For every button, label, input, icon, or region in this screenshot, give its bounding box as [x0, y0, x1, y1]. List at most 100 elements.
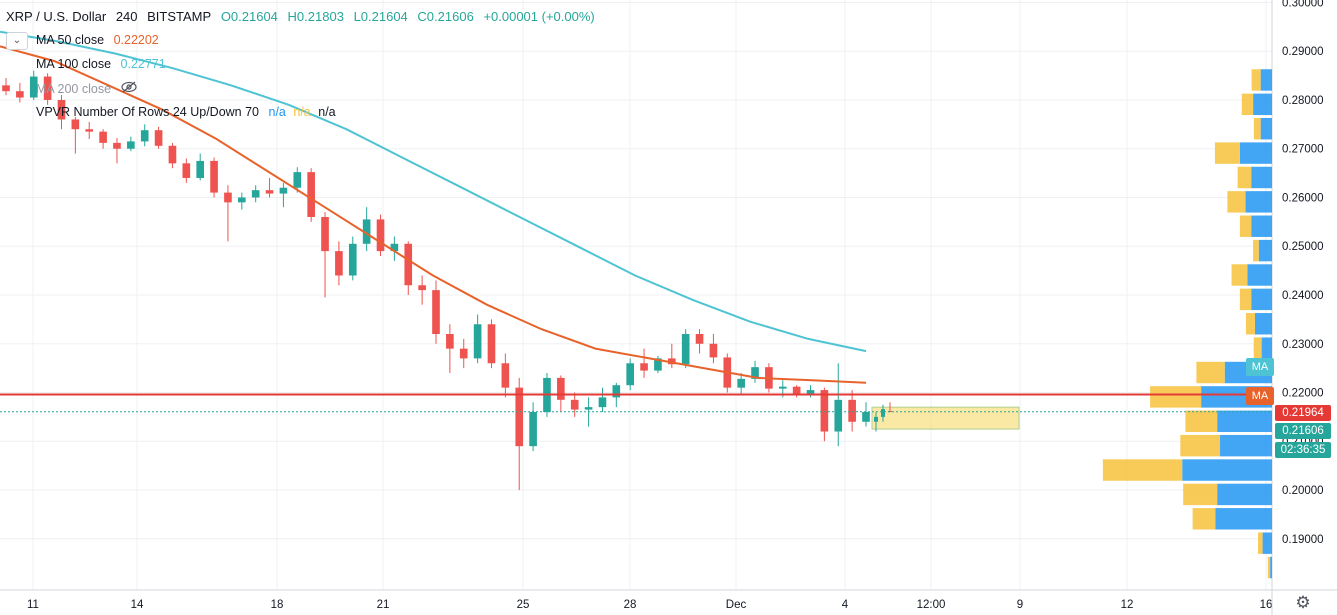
- indicator-ma200[interactable]: MA 200 close: [36, 81, 137, 96]
- volume-profile-down-bar: [1239, 142, 1272, 164]
- target-zone-box: [871, 406, 1020, 430]
- candle-body: [293, 172, 302, 188]
- volume-profile-up-bar: [1253, 118, 1261, 140]
- candle-body: [529, 412, 537, 447]
- volume-profile-up-bar: [1267, 556, 1271, 579]
- y-tick-label: 0.24000: [1282, 290, 1324, 302]
- candle-body: [390, 243, 399, 252]
- x-tick-label: 4: [842, 599, 849, 611]
- volume-profile-up-bar: [1214, 142, 1240, 164]
- ma100-axis-tag: MA: [1246, 358, 1274, 376]
- candle-body: [501, 363, 510, 388]
- volume-profile-up-bar: [1196, 361, 1225, 384]
- candle-body: [224, 192, 232, 203]
- candle-body: [29, 76, 38, 98]
- volume-profile-down-bar: [1262, 532, 1272, 554]
- low-value: L0.21604: [353, 9, 408, 24]
- close-value: C0.21606: [417, 9, 474, 24]
- candle-body: [335, 251, 343, 276]
- volume-profile-up-bar: [1102, 459, 1183, 481]
- indicator-ma100[interactable]: MA 100 close 0.22771: [36, 57, 166, 71]
- candle-body: [557, 377, 565, 400]
- y-tick-label: 0.27000: [1282, 144, 1324, 156]
- x-tick-label: Dec: [726, 599, 747, 611]
- candle-body: [570, 399, 579, 410]
- candle-body: [874, 416, 878, 422]
- candle-body: [862, 412, 870, 422]
- candle-body: [681, 334, 690, 365]
- volume-profile-up-bar: [1237, 166, 1252, 189]
- y-tick-label: 0.23000: [1282, 339, 1324, 351]
- vpvr-up-value: n/a: [268, 105, 286, 119]
- candle-body: [737, 378, 745, 388]
- candle-body: [473, 324, 482, 359]
- resistance-price-label: 0.21964: [1275, 405, 1331, 421]
- volume-profile-up-bar: [1231, 264, 1248, 286]
- candle-body: [834, 399, 843, 432]
- y-tick-label: 0.28000: [1282, 95, 1324, 107]
- volume-profile-up-bar: [1251, 69, 1261, 91]
- candle-body: [446, 334, 454, 349]
- candle-body: [432, 290, 440, 335]
- symbol-name[interactable]: XRP / U.S. Dollar: [6, 9, 107, 24]
- x-tick-label: 25: [517, 599, 530, 611]
- volume-profile-up-bar: [1150, 386, 1202, 408]
- volume-profile-up-bar: [1227, 191, 1246, 213]
- y-tick-label: 0.20000: [1282, 485, 1324, 497]
- candle-body: [182, 163, 191, 178]
- candle-body: [348, 243, 357, 276]
- ma50-value: 0.22202: [113, 33, 159, 47]
- candle-body: [598, 397, 607, 408]
- volume-profile-down-bar: [1260, 118, 1272, 140]
- eye-off-icon[interactable]: [120, 81, 137, 96]
- candle-body: [709, 343, 718, 358]
- candle-body: [71, 119, 80, 130]
- volume-profile-down-bar: [1251, 288, 1272, 311]
- volume-profile-up-bar: [1185, 410, 1218, 432]
- candle-body: [251, 190, 260, 198]
- volume-profile-down-bar: [1217, 483, 1272, 506]
- candle-body: [210, 160, 218, 193]
- volume-profile-up-bar: [1245, 313, 1255, 335]
- y-tick-label: 0.26000: [1282, 192, 1324, 204]
- y-tick-label: 0.30000: [1282, 0, 1324, 9]
- volume-profile-up-bar: [1180, 434, 1221, 457]
- volume-profile-down-bar: [1220, 434, 1272, 457]
- candle-body: [640, 363, 648, 371]
- interval[interactable]: 240: [115, 9, 138, 24]
- settings-gear-icon[interactable]: ⚙: [1295, 593, 1311, 612]
- volume-profile-down-bar: [1215, 508, 1272, 530]
- indicator-ma50[interactable]: MA 50 close 0.22202: [36, 33, 159, 47]
- candle-body: [362, 219, 371, 244]
- volume-profile-down-bar: [1254, 313, 1272, 335]
- candle-body: [85, 129, 94, 132]
- ma50-line: [0, 45, 867, 384]
- chart-header: XRP / U.S. Dollar 240 BITSTAMP O0.21604 …: [6, 9, 601, 24]
- candle-body: [279, 187, 288, 194]
- candle-body: [792, 386, 801, 394]
- ma100-value: 0.22771: [120, 57, 166, 71]
- collapse-indicators-button[interactable]: ⌄: [6, 32, 28, 50]
- open-value: O0.21604: [220, 9, 278, 24]
- volume-profile-down-bar: [1253, 93, 1272, 116]
- volume-profile-down-bar: [1251, 215, 1272, 237]
- candle-body: [881, 409, 885, 417]
- indicator-vpvr[interactable]: VPVR Number Of Rows 24 Up/Down 70 n/a n/…: [36, 105, 336, 119]
- exchange: BITSTAMP: [147, 9, 212, 24]
- candle-body: [307, 172, 315, 217]
- candle-body: [404, 243, 413, 286]
- candle-body: [654, 358, 662, 371]
- candle-body: [99, 131, 107, 143]
- x-tick-label: 11: [27, 599, 39, 611]
- volume-profile-down-bar: [1247, 264, 1272, 286]
- ma100-name: MA 100 close: [36, 57, 112, 71]
- countdown-label: 02:36:35: [1275, 442, 1331, 458]
- volume-profile-up-bar: [1253, 337, 1262, 359]
- candle-body: [16, 91, 24, 98]
- y-tick-label: 0.29000: [1282, 46, 1324, 58]
- candle-body: [57, 99, 66, 120]
- volume-profile-down-bar: [1245, 191, 1272, 213]
- volume-profile-up-bar: [1253, 239, 1259, 262]
